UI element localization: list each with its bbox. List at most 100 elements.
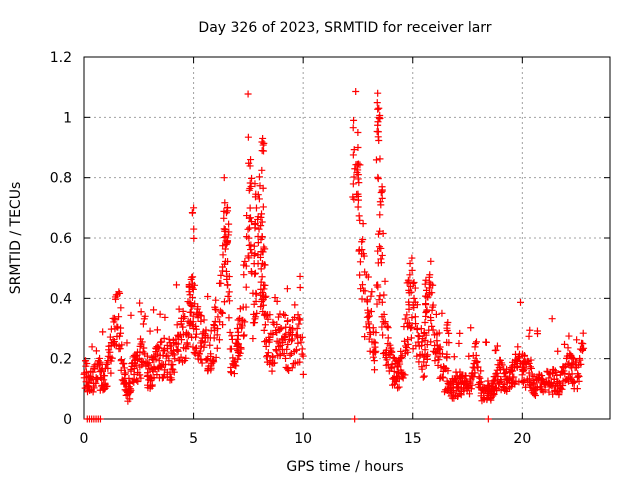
data-point <box>195 350 203 358</box>
data-point <box>255 225 263 233</box>
data-point <box>422 276 430 284</box>
y-tick-label: 0.6 <box>50 231 72 247</box>
data-point <box>249 335 257 343</box>
data-point <box>242 303 250 311</box>
data-point <box>215 336 223 344</box>
data-point <box>396 360 404 368</box>
data-point <box>127 386 135 394</box>
data-point <box>264 349 272 357</box>
data-point <box>391 378 399 386</box>
data-point <box>260 326 268 334</box>
data-point <box>261 293 269 301</box>
data-point <box>372 347 380 355</box>
data-point <box>202 326 210 334</box>
data-point <box>225 288 233 296</box>
data-point <box>403 344 411 352</box>
data-point <box>497 377 505 385</box>
data-point <box>427 314 435 322</box>
data-point <box>413 301 421 309</box>
data-point <box>269 353 277 361</box>
data-point <box>296 272 304 280</box>
data-point <box>228 332 236 340</box>
data-point <box>214 325 222 333</box>
data-point <box>101 372 109 380</box>
data-point <box>514 343 522 351</box>
data-point <box>444 318 452 326</box>
data-point <box>145 359 153 367</box>
data-point <box>418 338 426 346</box>
data-point <box>380 291 388 299</box>
data-point <box>273 347 281 355</box>
data-point <box>381 277 389 285</box>
data-point <box>383 356 391 364</box>
data-point <box>154 343 162 351</box>
data-point <box>214 313 222 321</box>
data-point <box>558 385 566 393</box>
data-point <box>365 313 373 321</box>
data-point <box>288 364 296 372</box>
data-point <box>365 320 373 328</box>
data-point <box>377 259 385 267</box>
data-point <box>274 313 282 321</box>
data-point <box>573 385 581 393</box>
data-point <box>568 353 576 361</box>
data-point <box>412 320 420 328</box>
data-point <box>388 364 396 372</box>
data-point <box>251 270 259 278</box>
data-point <box>112 295 120 303</box>
data-point <box>384 334 392 342</box>
data-point <box>370 357 378 365</box>
data-point <box>350 173 358 181</box>
x-tick-label: 0 <box>80 431 89 447</box>
data-point <box>182 354 190 362</box>
data-point <box>136 299 144 307</box>
data-point <box>219 309 227 317</box>
data-point <box>409 279 417 287</box>
data-point <box>530 380 538 388</box>
data-point <box>217 279 225 287</box>
data-point <box>92 379 100 387</box>
data-point <box>377 244 385 252</box>
data-point <box>127 311 135 319</box>
data-point <box>248 218 256 226</box>
data-point <box>397 347 405 355</box>
data-point <box>404 340 412 348</box>
data-point <box>517 298 525 306</box>
data-point <box>465 352 473 360</box>
data-point <box>168 376 176 384</box>
data-point <box>534 330 542 338</box>
data-point <box>259 134 267 142</box>
data-point <box>349 180 357 188</box>
data-point <box>181 313 189 321</box>
data-point <box>560 363 568 371</box>
data-point <box>111 316 119 324</box>
data-point <box>139 320 147 328</box>
data-point <box>411 284 419 292</box>
data-point <box>376 155 384 163</box>
data-point <box>379 331 387 339</box>
data-point <box>232 339 240 347</box>
data-point <box>192 344 200 352</box>
data-point <box>471 369 479 377</box>
data-point <box>359 281 367 289</box>
data-point <box>456 329 464 337</box>
data-point <box>427 338 435 346</box>
data-point <box>296 358 304 366</box>
data-point <box>187 308 195 316</box>
data-point <box>516 354 524 362</box>
data-point <box>374 121 382 129</box>
data-point <box>363 298 371 306</box>
data-point <box>526 375 534 383</box>
data-point <box>298 345 306 353</box>
data-point <box>242 262 250 270</box>
data-point <box>406 260 414 268</box>
data-point <box>186 320 194 328</box>
data-point <box>224 281 232 289</box>
data-point <box>579 340 587 348</box>
data-point <box>386 341 394 349</box>
data-point <box>224 292 232 300</box>
data-point <box>461 372 469 380</box>
data-point <box>450 353 458 361</box>
data-point <box>395 383 403 391</box>
data-point <box>422 331 430 339</box>
